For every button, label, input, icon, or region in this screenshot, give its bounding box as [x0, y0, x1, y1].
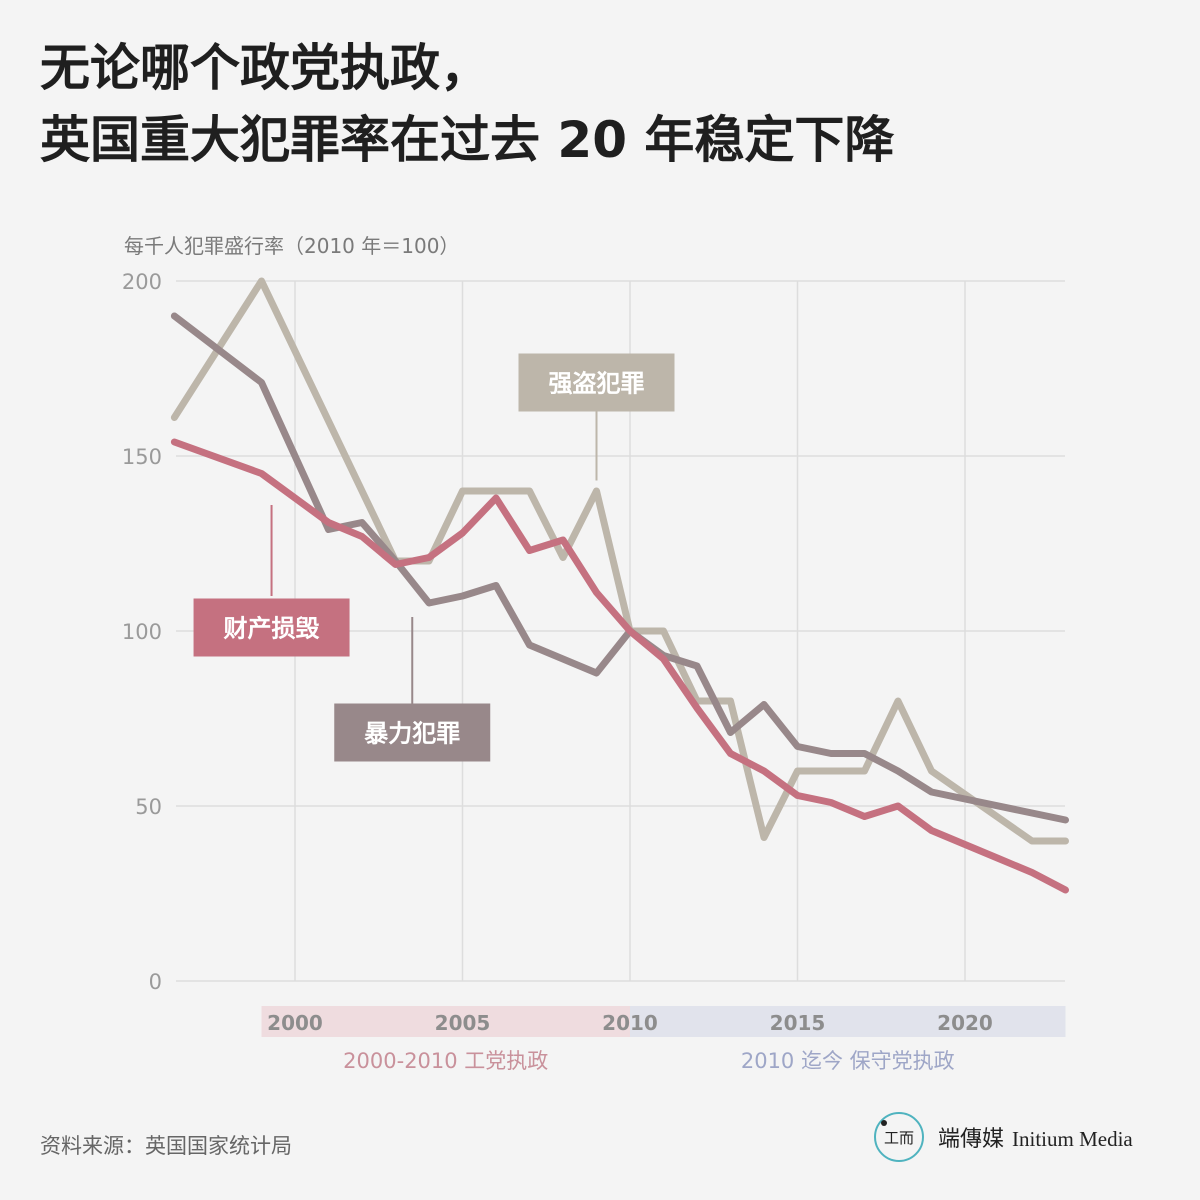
- y-tick-label: 150: [122, 445, 162, 469]
- x-tick-label: 2010: [602, 1011, 658, 1035]
- series-line: [170, 438, 1069, 894]
- series-label: 强盗犯罪: [549, 370, 645, 398]
- series-label-box: [334, 703, 491, 762]
- title-line-2: 英国重大犯罪率在过去 20 年稳定下降: [40, 111, 895, 169]
- brand-name-en: Initium Media: [1012, 1127, 1133, 1151]
- source-note: 资料来源：英国国家统计局: [40, 1134, 292, 1158]
- period-label: 2010 迄今 保守党执政: [741, 1049, 955, 1073]
- crime-rate-line-chart: 每千人犯罪盛行率（2010 年＝100） 0 50 100 150 200 2000-201…: [122, 234, 1069, 1073]
- series-label-box: [518, 353, 675, 412]
- series-label-box: [193, 598, 350, 657]
- x-tick-label: 2020: [937, 1011, 993, 1035]
- x-tick-label: 2000: [267, 1011, 323, 1035]
- y-tick-label: 0: [149, 970, 162, 994]
- brand-name-cn: 端傳媒: [938, 1127, 1005, 1152]
- period-label: 2000-2010 工党执政: [343, 1049, 548, 1073]
- y-tick-label: 50: [135, 795, 162, 819]
- series-label: 财产损毁: [224, 615, 320, 643]
- brand: 工而 端傳媒 Initium Media: [874, 1112, 1133, 1162]
- chart-title: 无论哪个政党执政， 英国重大犯罪率在过去 20 年稳定下降: [40, 32, 894, 176]
- title-line-1: 无论哪个政党执政，: [40, 39, 490, 97]
- x-tick-label: 2005: [435, 1011, 491, 1035]
- period-band: [261, 1006, 630, 1037]
- y-tick-label: 200: [122, 270, 162, 294]
- period-band: [630, 1006, 1066, 1037]
- initium-logo-icon: 工而: [874, 1112, 924, 1162]
- x-tick-label: 2015: [770, 1011, 826, 1035]
- logo-text: 工而: [883, 1128, 914, 1147]
- series-label: 暴力犯罪: [364, 720, 460, 748]
- y-tick-label: 100: [122, 620, 162, 644]
- y-axis-label: 每千人犯罪盛行率（2010 年＝100）: [124, 234, 459, 258]
